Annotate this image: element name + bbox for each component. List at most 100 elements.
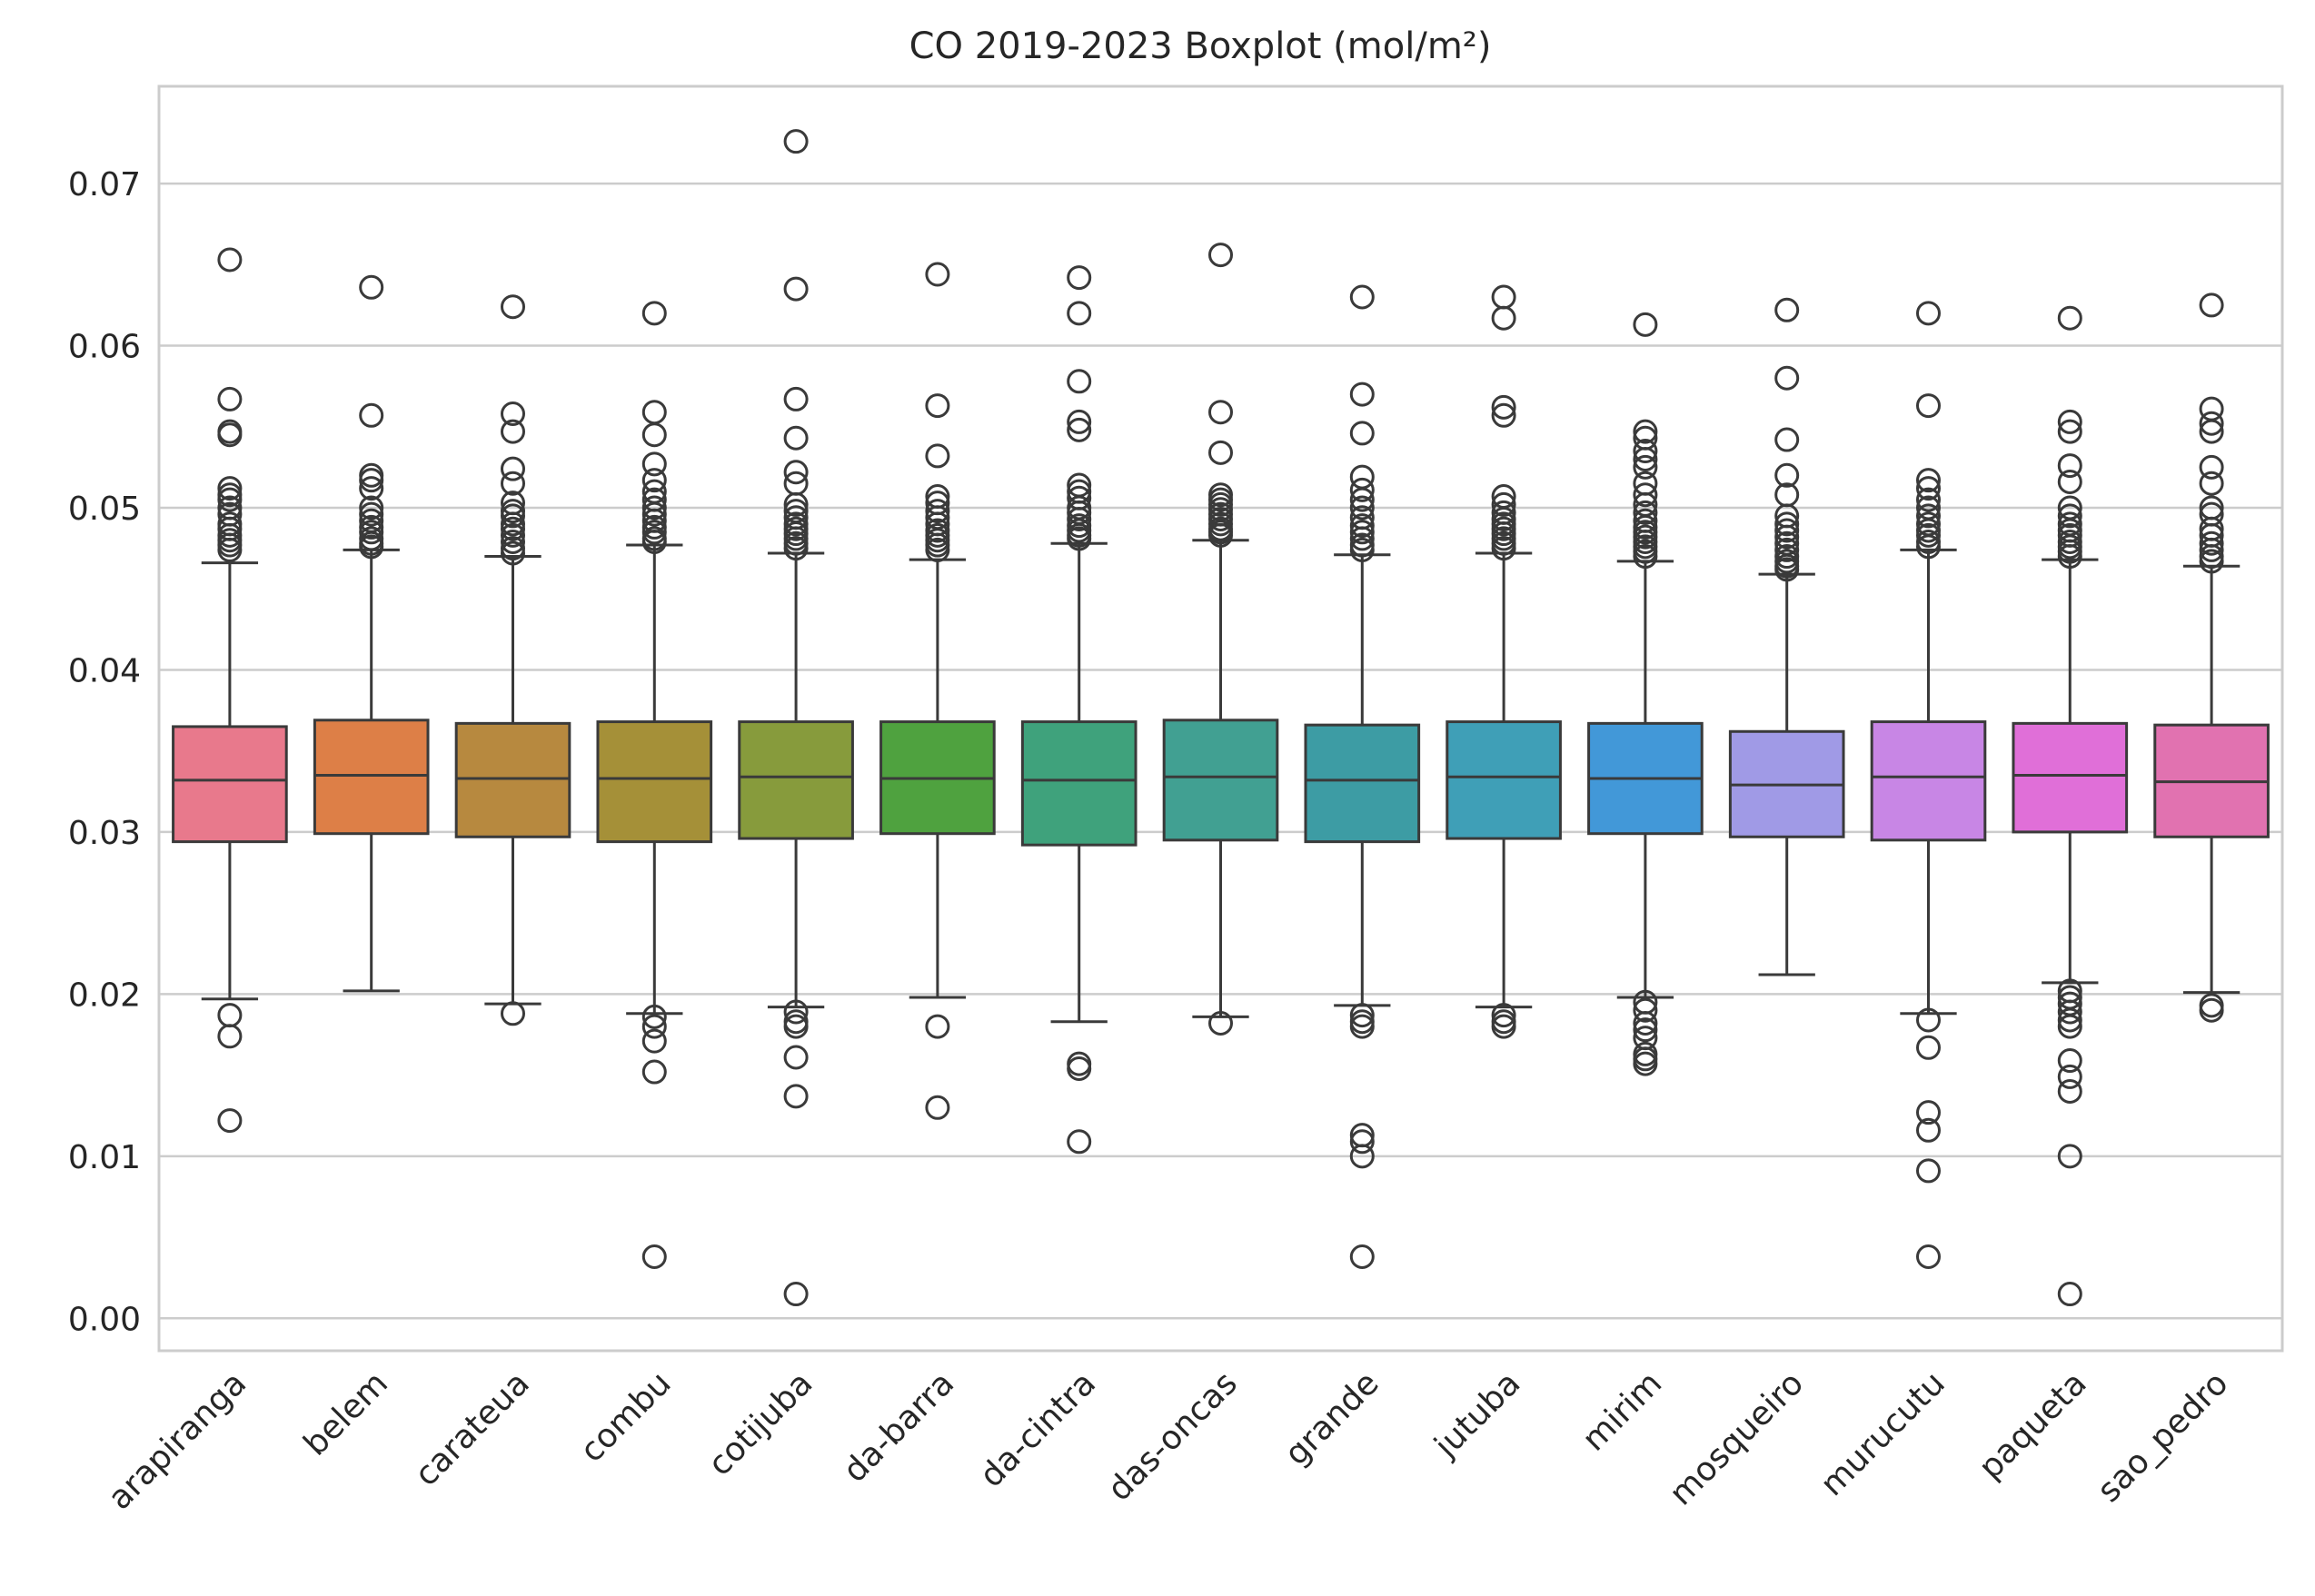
outlier-point — [1067, 417, 1092, 442]
outlier-point — [2057, 1048, 2082, 1074]
box-paqueta — [2012, 305, 2129, 1307]
y-tick-label: 0.05 — [68, 491, 141, 528]
outlier-point — [501, 419, 525, 444]
x-tick-label: mirim — [1575, 1364, 1669, 1458]
outlier-point — [783, 129, 809, 154]
outlier-point — [1916, 476, 1941, 501]
outlier-point — [2057, 1064, 2082, 1089]
outlier-point — [1208, 1011, 1233, 1036]
outlier-point — [2057, 503, 2082, 529]
outlier-point — [1916, 1244, 1941, 1269]
box-cotijuba — [738, 129, 854, 1307]
y-tick-label: 0.03 — [68, 815, 141, 852]
outlier-point — [1916, 1035, 1941, 1060]
outlier-point — [2057, 409, 2082, 434]
outlier-point — [501, 516, 525, 541]
y-tick-label: 0.01 — [68, 1139, 141, 1176]
outlier-point — [1208, 522, 1233, 548]
outlier-point — [2199, 292, 2224, 318]
outlier-point — [2057, 544, 2082, 570]
outlier-point — [1349, 1014, 1375, 1039]
outlier-point — [2199, 530, 2224, 556]
outlier-point — [359, 468, 384, 493]
outlier-point — [641, 468, 667, 493]
outlier-point — [783, 999, 809, 1025]
outlier-point — [1916, 1117, 1941, 1143]
outlier-point — [1349, 1129, 1375, 1155]
outlier-point — [1349, 1003, 1375, 1028]
box-da-barra — [879, 262, 996, 1120]
outlier-point — [2199, 411, 2224, 436]
outlier-point — [359, 520, 384, 545]
outlier-point — [783, 1014, 809, 1039]
outlier-point — [925, 443, 950, 469]
outlier-point — [1067, 409, 1092, 434]
outlier-point — [641, 1004, 667, 1029]
outlier-point — [641, 301, 667, 326]
outlier-point — [359, 402, 384, 428]
outlier-point — [359, 501, 384, 527]
outlier-point — [2199, 549, 2224, 574]
outlier-point — [925, 1095, 950, 1120]
outlier-point — [1633, 544, 1658, 570]
plot-frame — [157, 84, 2284, 1353]
x-tick-label: mosqueiro — [1663, 1364, 1811, 1512]
outlier-point — [1774, 524, 1800, 550]
box-da-cintra — [1020, 265, 1138, 1155]
outlier-point — [2057, 305, 2082, 331]
x-tick-label: da-barra — [836, 1364, 961, 1490]
outlier-point — [1067, 526, 1092, 551]
outlier-point — [1916, 522, 1941, 548]
outlier-point — [1916, 1158, 1941, 1184]
outlier-point — [1208, 243, 1233, 268]
outlier-point — [1067, 1056, 1092, 1081]
box-iqr — [1870, 720, 1987, 842]
x-tick-label: sao_pedro — [2091, 1364, 2236, 1510]
x-tick-label: belem — [297, 1364, 395, 1462]
outlier-point — [501, 401, 525, 426]
outlier-point — [641, 495, 667, 520]
box-belem — [313, 274, 430, 993]
outlier-point — [2199, 537, 2224, 562]
outlier-point — [1067, 301, 1092, 326]
outlier-point — [1491, 536, 1516, 561]
outlier-point — [2199, 997, 2224, 1023]
outlier-point — [783, 425, 809, 451]
x-axis: arapiranga belem carateua combu cotijuba da-b… — [101, 1364, 2235, 1517]
x-tick-label: arapiranga — [101, 1364, 253, 1517]
box-iqr — [1020, 720, 1138, 847]
x-tick-label: das-oncas — [1101, 1364, 1245, 1508]
outlier-point — [1491, 1014, 1516, 1039]
outlier-point — [1067, 1129, 1092, 1155]
outlier-point — [2199, 993, 2224, 1018]
box-jutuba — [1446, 284, 1562, 1039]
outlier-point — [217, 247, 243, 273]
outlier-point — [1916, 1007, 1941, 1033]
outlier-point — [641, 529, 667, 554]
box-iqr — [1304, 723, 1421, 844]
outlier-point — [1633, 482, 1658, 508]
x-tick-label: jutuba — [1427, 1364, 1528, 1465]
outlier-point — [1774, 462, 1800, 488]
outlier-point — [1633, 419, 1658, 444]
outlier-point — [1916, 487, 1941, 512]
outlier-point — [925, 262, 950, 287]
box-iqr — [454, 721, 571, 838]
x-tick-label: carateua — [408, 1364, 537, 1493]
outlier-point — [1067, 369, 1092, 394]
box-iqr — [1446, 720, 1562, 840]
outlier-point — [783, 1282, 809, 1307]
box-iqr — [1162, 719, 1279, 842]
box-murucutu — [1870, 301, 1987, 1269]
outlier-point — [641, 1244, 667, 1269]
chart-title: CO 2019-2023 Boxplot (mol/m²) — [909, 25, 1492, 67]
y-tick-label: 0.00 — [68, 1301, 141, 1338]
outlier-point — [217, 1108, 243, 1134]
outlier-point — [1633, 1011, 1658, 1036]
outlier-point — [1774, 297, 1800, 322]
outlier-point — [1067, 1051, 1092, 1076]
outlier-point — [1491, 402, 1516, 428]
outlier-point — [359, 476, 384, 501]
outlier-point — [641, 1059, 667, 1085]
